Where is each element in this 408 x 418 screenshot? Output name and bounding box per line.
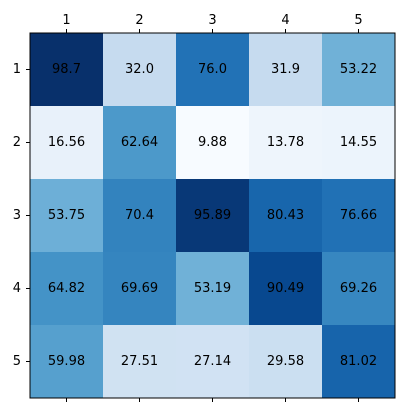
y-axis-ticks: 1 2 3 4 5 xyxy=(13,62,30,369)
cell-label-r1-c3: 76.0 xyxy=(198,62,227,77)
heatmap-cell-r3-c3 xyxy=(176,179,250,253)
cell-label-r1-c2: 32.0 xyxy=(125,62,154,77)
heatmap-cell-r5-c1 xyxy=(30,325,104,399)
cell-label-r4-c4: 90.49 xyxy=(267,281,304,296)
heatmap-cell-r2-c4 xyxy=(249,106,323,180)
heatmap-cell-r3-c2 xyxy=(103,179,177,253)
heatmap-cells xyxy=(30,33,396,399)
cell-label-r4-c1: 64.82 xyxy=(48,281,85,296)
x-tick-label-3: 3 xyxy=(208,13,216,28)
heatmap-cell-r5-c5 xyxy=(322,325,396,399)
heatmap-cell-r1-c2 xyxy=(103,33,177,107)
cell-label-r5-c4: 29.58 xyxy=(267,354,304,369)
heatmap-cell-r1-c5 xyxy=(322,33,396,107)
heatmap-cell-r5-c3 xyxy=(176,325,250,399)
heatmap-cell-r5-c2 xyxy=(103,325,177,399)
heatmap-cell-r5-c4 xyxy=(249,325,323,399)
cell-label-r5-c2: 27.51 xyxy=(121,354,158,369)
cell-label-r3-c3: 95.89 xyxy=(194,208,231,223)
cell-label-r5-c5: 81.02 xyxy=(340,354,377,369)
y-tick-label-3: 3 xyxy=(13,208,21,223)
cell-label-r3-c4: 80.43 xyxy=(267,208,304,223)
x-tick-label-4: 4 xyxy=(281,13,289,28)
y-tick-label-4: 4 xyxy=(13,281,21,296)
x-tick-label-1: 1 xyxy=(62,13,70,28)
heatmap-cell-r2-c3 xyxy=(176,106,250,180)
cell-label-r4-c5: 69.26 xyxy=(340,281,377,296)
y-tick-label-2: 2 xyxy=(13,135,21,150)
cell-label-r2-c2: 62.64 xyxy=(121,135,158,150)
heatmap-cell-r2-c2 xyxy=(103,106,177,180)
x-axis-ticks: 1 2 3 4 5 xyxy=(62,13,363,402)
x-tick-label-5: 5 xyxy=(354,13,362,28)
heatmap-cell-r4-c5 xyxy=(322,252,396,326)
y-tick-label-1: 1 xyxy=(13,62,21,77)
heatmap-cell-r2-c5 xyxy=(322,106,396,180)
cell-label-r3-c2: 70.4 xyxy=(125,208,154,223)
heatmap-cell-r4-c2 xyxy=(103,252,177,326)
heatmap-cell-r3-c4 xyxy=(249,179,323,253)
y-tick-label-5: 5 xyxy=(13,354,21,369)
heatmap-cell-r3-c1 xyxy=(30,179,104,253)
cell-labels: 98.7 32.0 76.0 31.9 53.22 16.56 62.64 9.88 13.78… xyxy=(48,62,377,369)
cell-label-r5-c1: 59.98 xyxy=(48,354,85,369)
heatmap-cell-r1-c1 xyxy=(30,33,104,107)
heatmap-cell-r4-c1 xyxy=(30,252,104,326)
x-tick-label-2: 2 xyxy=(135,13,143,28)
cell-label-r2-c3: 9.88 xyxy=(198,135,227,150)
cell-label-r2-c5: 14.55 xyxy=(340,135,377,150)
cell-label-r2-c4: 13.78 xyxy=(267,135,304,150)
cell-label-r1-c1: 98.7 xyxy=(52,62,81,77)
heatmap-cell-r1-c3 xyxy=(176,33,250,107)
heatmap-cell-r3-c5 xyxy=(322,179,396,253)
heatmap-cell-r2-c1 xyxy=(30,106,104,180)
cell-label-r3-c1: 53.75 xyxy=(48,208,85,223)
heatmap-cell-r4-c3 xyxy=(176,252,250,326)
cell-label-r3-c5: 76.66 xyxy=(340,208,377,223)
cell-label-r4-c3: 53.19 xyxy=(194,281,231,296)
cell-label-r4-c2: 69.69 xyxy=(121,281,158,296)
cell-label-r2-c1: 16.56 xyxy=(48,135,85,150)
heatmap-cell-r1-c4 xyxy=(249,33,323,107)
cell-label-r1-c4: 31.9 xyxy=(271,62,300,77)
heatmap-cell-r4-c4 xyxy=(249,252,323,326)
cell-label-r5-c3: 27.14 xyxy=(194,354,231,369)
cell-label-r1-c5: 53.22 xyxy=(340,62,377,77)
